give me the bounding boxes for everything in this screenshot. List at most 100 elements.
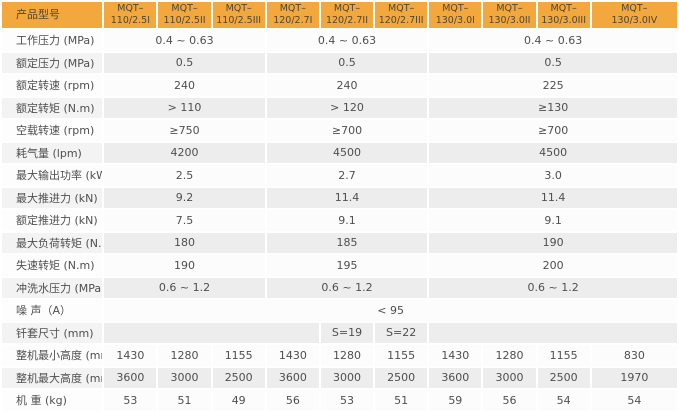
row-label: 最大负荷转矩 (N.m) <box>2 232 103 253</box>
model-number: 110/2.5I <box>110 15 150 26</box>
spec-value: 1430 <box>429 345 482 366</box>
spec-row-1: 工作压力 (MPa) 0.4 ~ 0.63 0.4 ~ 0.63 0.4 ~ 0.63 <box>2 30 677 51</box>
spec-value: 2500 <box>537 367 590 388</box>
spec-value: 9.2 <box>104 187 265 208</box>
spec-value: 3000 <box>320 367 374 388</box>
column-header-model-4: MQT– 120/2.7I <box>266 2 319 28</box>
spec-value: ≥700 <box>429 120 677 141</box>
spec-row-2: 额定压力 (MPa) 0.5 0.5 0.5 <box>2 52 677 73</box>
spec-row-5: 空载转速 (rpm) ≥750 ≥700 ≥700 <box>2 120 677 141</box>
header-label-product-model: 产品型号 <box>2 2 103 28</box>
row-label: 整机最小高度 (mm) <box>2 345 103 366</box>
spec-value: 0.5 <box>104 52 265 73</box>
row-label: 额定转速 (rpm) <box>2 75 103 96</box>
model-prefix: MQT– <box>117 3 144 14</box>
column-header-model-1: MQT– 110/2.5I <box>104 2 157 28</box>
spec-table-body: 工作压力 (MPa) 0.4 ~ 0.63 0.4 ~ 0.63 0.4 ~ 0.63… <box>2 30 677 411</box>
model-number: 110/2.5III <box>216 15 262 26</box>
spec-row-12: 冲洗水压力 (MPa) 0.6 ~ 1.2 0.6 ~ 1.2 0.6 ~ 1.2 <box>2 277 677 298</box>
spec-value: 59 <box>429 390 482 411</box>
spec-value: 195 <box>266 255 428 276</box>
model-prefix: MQT– <box>225 3 252 14</box>
spec-value: 3600 <box>266 367 319 388</box>
spec-value: 7.5 <box>104 210 265 231</box>
row-label: 额定转矩 (N.m) <box>2 97 103 118</box>
row-label: 冲洗水压力 (MPa) <box>2 277 103 298</box>
model-number: 130/3.0I <box>435 15 475 26</box>
model-number: 130/3.0II <box>488 15 531 26</box>
spec-row-14: 钎套尺寸 (mm) S=19 S=22 <box>2 322 677 343</box>
spec-value: 9.1 <box>429 210 677 231</box>
spec-value: S=19 <box>320 322 374 343</box>
model-number: 130/3.0IV <box>611 15 658 26</box>
spec-value: 0.4 ~ 0.63 <box>266 30 428 51</box>
spec-value: < 95 <box>104 300 677 321</box>
model-prefix: MQT– <box>333 3 361 14</box>
spec-value: 0.6 ~ 1.2 <box>266 277 428 298</box>
spec-value: 240 <box>266 75 428 96</box>
spec-row-9: 额定推进力 (kN) 7.5 9.1 9.1 <box>2 210 677 231</box>
spec-value: 51 <box>158 390 211 411</box>
spec-value: 3600 <box>429 367 482 388</box>
spec-value: 54 <box>591 390 677 411</box>
spec-value: 3000 <box>158 367 211 388</box>
spec-value: 53 <box>320 390 374 411</box>
spec-value: 0.5 <box>266 52 428 73</box>
spec-value: 190 <box>429 232 677 253</box>
spec-value: ≥130 <box>429 97 677 118</box>
column-header-model-3: MQT– 110/2.5III <box>212 2 265 28</box>
row-label: 额定推进力 (kN) <box>2 210 103 231</box>
row-label: 额定压力 (MPa) <box>2 52 103 73</box>
spec-value: 1155 <box>375 345 428 366</box>
spec-value: 225 <box>429 75 677 96</box>
spec-value: 1280 <box>483 345 536 366</box>
row-label: 耗气量 (lpm) <box>2 142 103 163</box>
spec-value: 49 <box>212 390 265 411</box>
column-header-model-2: MQT– 110/2.5II <box>158 2 211 28</box>
spec-value: 9.1 <box>266 210 428 231</box>
row-label: 空载转速 (rpm) <box>2 120 103 141</box>
spec-value: 3600 <box>104 367 157 388</box>
spec-value: 4200 <box>104 142 265 163</box>
spec-value: 0.4 ~ 0.63 <box>104 30 265 51</box>
row-label: 最大输出功率 (kW) <box>2 165 103 186</box>
spec-value: 3000 <box>483 367 536 388</box>
model-prefix: MQT– <box>621 3 648 14</box>
model-prefix: MQT– <box>388 3 415 14</box>
spec-value: 1430 <box>266 345 319 366</box>
model-prefix: MQT– <box>279 3 306 14</box>
spec-row-15: 整机最小高度 (mm)14301280115514301280115514301… <box>2 345 677 366</box>
spec-value: 53 <box>104 390 157 411</box>
model-number: 110/2.5II <box>163 15 206 26</box>
header-row: 产品型号 MQT– 110/2.5I MQT– 110/2.5II MQT– 110/2.… <box>2 2 677 28</box>
spec-row-16: 整机最大高度 (mm)36003000250036003000250036003… <box>2 367 677 388</box>
spec-value: 240 <box>104 75 265 96</box>
model-number: 120/2.7II <box>325 15 369 26</box>
column-header-model-7: MQT– 130/3.0I <box>429 2 482 28</box>
spec-value: 0.6 ~ 1.2 <box>429 277 677 298</box>
spec-value: 11.4 <box>266 187 428 208</box>
spec-value: 4500 <box>429 142 677 163</box>
spec-value: 185 <box>266 232 428 253</box>
spec-row-4: 额定转矩 (N.m) > 110 > 120 ≥130 <box>2 97 677 118</box>
spec-value: 0.5 <box>429 52 677 73</box>
spec-row-7: 最大输出功率 (kW) 2.5 2.7 3.0 <box>2 165 677 186</box>
spec-value: 0.6 ~ 1.2 <box>104 277 265 298</box>
spec-value <box>104 322 319 343</box>
spec-row-6: 耗气量 (lpm) 4200 4500 4500 <box>2 142 677 163</box>
model-prefix: MQT– <box>496 3 523 14</box>
spec-value: 56 <box>483 390 536 411</box>
column-header-model-10: MQT– 130/3.0IV <box>591 2 677 28</box>
model-prefix: MQT– <box>550 3 577 14</box>
column-header-model-8: MQT– 130/3.0II <box>483 2 536 28</box>
spec-value: 1280 <box>158 345 211 366</box>
spec-row-11: 失速转矩 (N.m) 190 195 200 <box>2 255 677 276</box>
row-label: 失速转矩 (N.m) <box>2 255 103 276</box>
spec-value: 200 <box>429 255 677 276</box>
column-header-model-6: MQT– 120/2.7III <box>375 2 428 28</box>
spec-row-17: 机 重 (kg) 53 51 49 56 53 51 59 56 54 54 <box>2 390 677 411</box>
spec-value: > 110 <box>104 97 265 118</box>
spec-value: 180 <box>104 232 265 253</box>
